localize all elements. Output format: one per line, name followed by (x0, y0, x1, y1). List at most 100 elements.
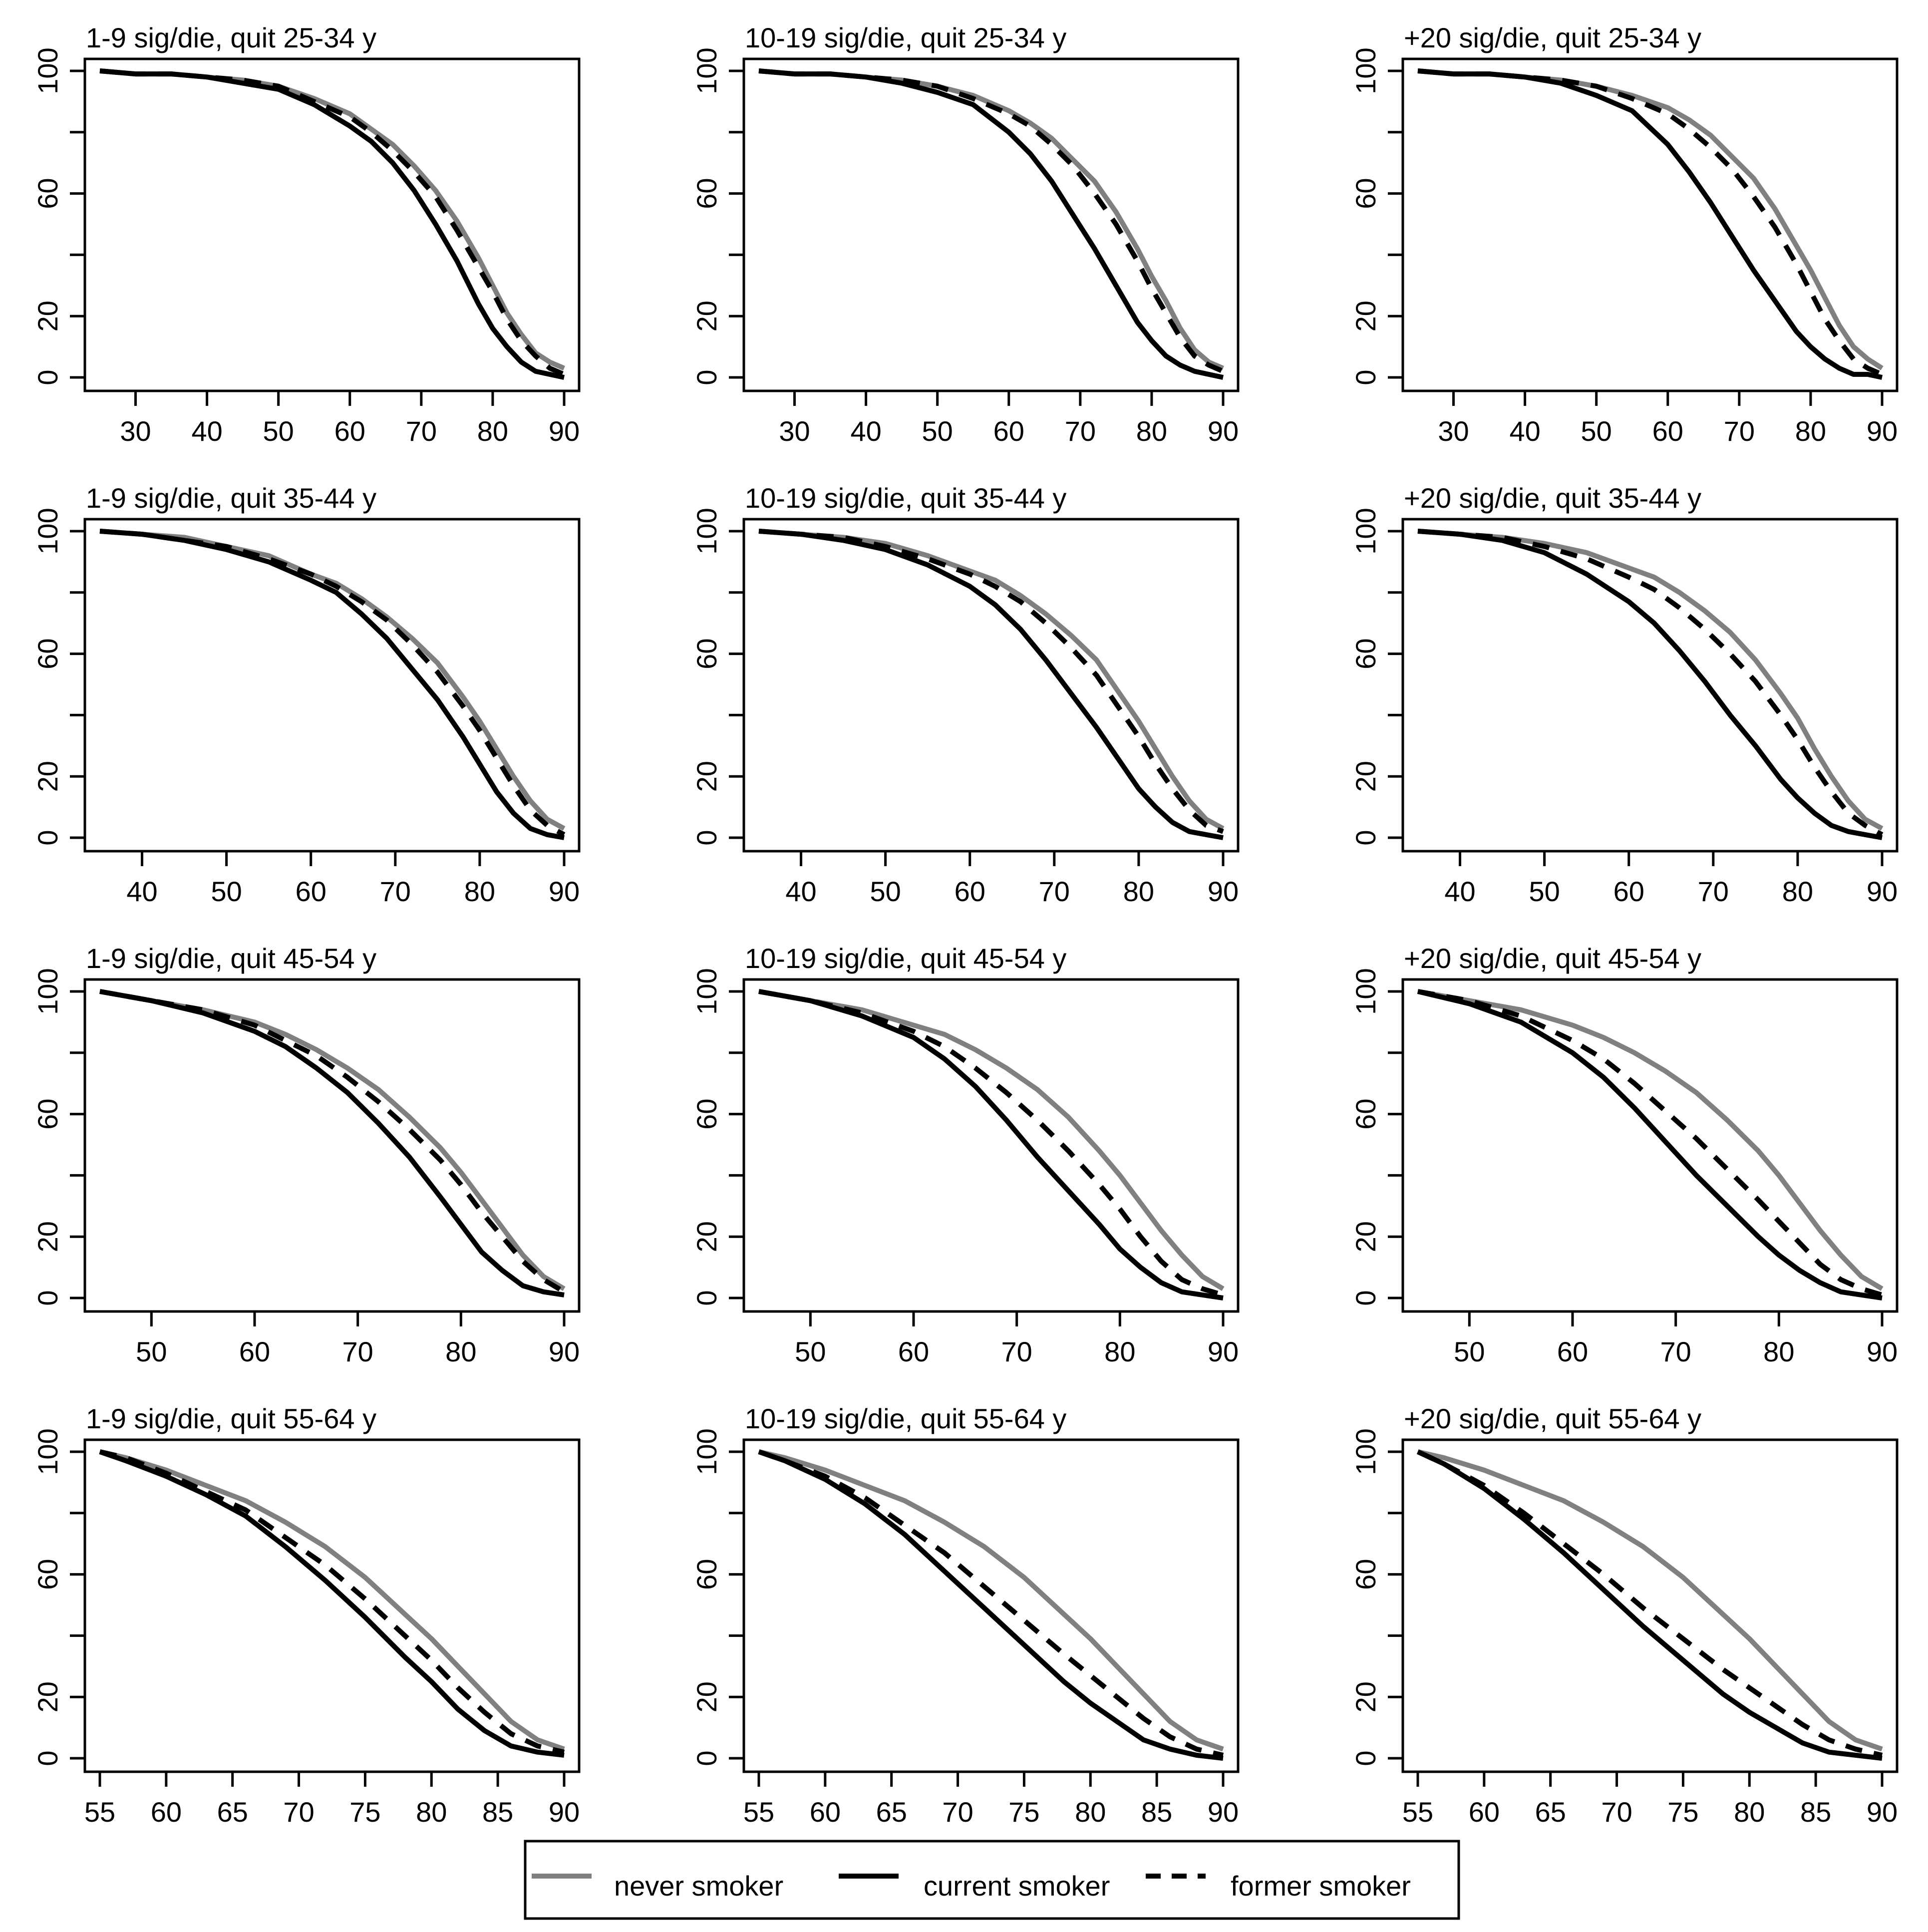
y-tick-label: 60 (32, 178, 63, 209)
plot-frame (1401, 978, 1899, 1313)
panel-12: +20 sig/die, quit 55-64 y 55 60 65 70 75 80 85 9… (1350, 1403, 1899, 1828)
x-tick-label: 60 (151, 1796, 182, 1828)
panel-title: +20 sig/die, quit 45-54 y (1404, 943, 1701, 974)
x-tick-label: 90 (1867, 1336, 1898, 1367)
y-tick-label: 100 (32, 1428, 63, 1475)
panel-9: +20 sig/die, quit 45-54 y 50 60 70 80 90 0 20 60… (1350, 943, 1899, 1367)
x-tick-label: 80 (416, 1796, 447, 1828)
x-tick-label: 80 (1763, 1336, 1794, 1367)
y-tick-label: 0 (691, 830, 722, 845)
y-tick-label: 0 (691, 369, 722, 385)
y-tick-label: 60 (1350, 1559, 1381, 1590)
plot-frame (742, 978, 1240, 1313)
x-tick-label: 90 (549, 876, 580, 907)
series-line-never-smoker (1417, 68, 1884, 370)
y-tick-label: 0 (1350, 1750, 1381, 1766)
y-tick-label: 60 (1350, 638, 1381, 669)
panel-title: +20 sig/die, quit 25-34 y (1404, 22, 1701, 53)
x-tick-label: 60 (955, 876, 985, 907)
series-line-current-smoker (1417, 68, 1883, 380)
panel-title: 1-9 sig/die, quit 45-54 y (86, 943, 376, 974)
y-tick-label: 60 (1350, 1098, 1381, 1129)
x-tick-label: 90 (1867, 415, 1898, 447)
legend-label-former-smoker: former smoker (1231, 1870, 1411, 1902)
x-tick-label: 80 (1104, 1336, 1135, 1367)
x-tick-label: 60 (1613, 876, 1644, 907)
y-tick-label: 100 (691, 1428, 722, 1475)
y-tick-label: 0 (1350, 369, 1381, 385)
panel-title: 1-9 sig/die, quit 25-34 y (86, 22, 376, 53)
panel-title: 10-19 sig/die, quit 25-34 y (745, 22, 1066, 53)
series-line-current-smoker (758, 989, 1224, 1300)
x-tick-label: 70 (1660, 1336, 1691, 1367)
y-tick-label: 60 (691, 1098, 722, 1129)
y-tick-label: 100 (691, 47, 722, 94)
series-line-never-smoker (758, 989, 1225, 1291)
series-line-former-smoker (1417, 529, 1884, 837)
x-tick-label: 40 (126, 876, 157, 907)
y-tick-label: 0 (691, 1750, 722, 1766)
y-tick-label: 0 (691, 1290, 722, 1305)
x-tick-label: 50 (922, 415, 953, 447)
x-tick-label: 80 (477, 415, 508, 447)
x-tick-label: 65 (1535, 1796, 1566, 1828)
x-tick-label: 60 (898, 1336, 929, 1367)
y-tick-label: 60 (32, 1098, 63, 1129)
x-tick-label: 60 (1652, 415, 1683, 447)
x-tick-label: 55 (1402, 1796, 1433, 1828)
y-tick-label: 20 (691, 1681, 722, 1712)
y-tick-label: 20 (32, 1681, 63, 1712)
x-tick-label: 60 (993, 415, 1024, 447)
legend-box (524, 1840, 1460, 1920)
x-tick-label: 60 (810, 1796, 841, 1828)
y-tick-label: 60 (32, 1559, 63, 1590)
y-tick-label: 20 (691, 301, 722, 331)
x-tick-label: 70 (1001, 1336, 1032, 1367)
panel-5: 10-19 sig/die, quit 35-44 y 40 50 60 70 80 90 0… (691, 482, 1240, 907)
series-line-former-smoker (758, 1449, 1224, 1758)
x-tick-label: 60 (1557, 1336, 1588, 1367)
x-tick-label: 50 (870, 876, 901, 907)
y-tick-label: 20 (1350, 1681, 1381, 1712)
series-line-never-smoker (758, 1449, 1224, 1752)
y-tick-label: 20 (32, 761, 63, 792)
x-tick-label: 90 (549, 415, 580, 447)
x-tick-label: 90 (1208, 1796, 1239, 1828)
plot-frame (83, 518, 581, 853)
x-tick-label: 80 (1136, 415, 1167, 447)
series-line-former-smoker (99, 68, 565, 377)
series-line-former-smoker (1417, 989, 1883, 1297)
series-line-current-smoker (758, 68, 1224, 380)
y-tick-label: 20 (691, 761, 722, 792)
plot-frame (83, 1438, 581, 1773)
y-tick-label: 20 (1350, 761, 1381, 792)
panel-10: 1-9 sig/die, quit 55-64 y 55 60 65 70 75 80 85 9… (32, 1403, 581, 1828)
x-tick-label: 60 (296, 876, 326, 907)
x-tick-label: 40 (1444, 876, 1475, 907)
y-tick-label: 20 (32, 301, 63, 331)
series-line-current-smoker (1416, 1449, 1883, 1761)
x-tick-label: 80 (1123, 876, 1154, 907)
y-tick-label: 0 (32, 369, 63, 385)
x-tick-label: 80 (1734, 1796, 1765, 1828)
x-tick-label: 30 (120, 415, 151, 447)
panel-title: 1-9 sig/die, quit 55-64 y (86, 1403, 376, 1434)
series-line-current-smoker (99, 989, 565, 1297)
series-line-former-smoker (758, 68, 1224, 374)
panel-8: 10-19 sig/die, quit 45-54 y 50 60 70 80 90 0 20… (691, 943, 1240, 1367)
y-tick-label: 100 (32, 47, 63, 94)
panel-11: 10-19 sig/die, quit 55-64 y 55 60 65 70 75 80 8… (691, 1403, 1240, 1828)
x-tick-label: 90 (549, 1796, 580, 1828)
x-tick-label: 65 (217, 1796, 248, 1828)
y-tick-label: 100 (32, 968, 63, 1014)
x-tick-label: 85 (482, 1796, 513, 1828)
x-tick-label: 60 (239, 1336, 270, 1367)
x-tick-label: 30 (779, 415, 810, 447)
x-tick-label: 80 (1075, 1796, 1106, 1828)
series-line-current-smoker (99, 1449, 565, 1758)
panel-title: 1-9 sig/die, quit 35-44 y (86, 482, 376, 514)
x-tick-label: 50 (263, 415, 294, 447)
plot-frame (742, 1438, 1240, 1773)
x-tick-label: 80 (464, 876, 495, 907)
